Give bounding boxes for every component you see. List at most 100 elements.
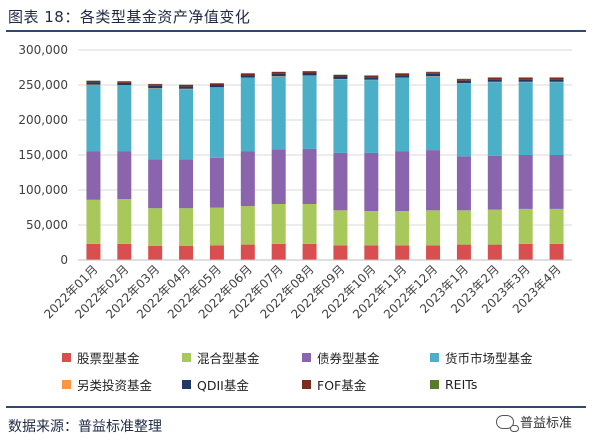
legend-item: QDII基金 bbox=[182, 375, 302, 394]
bar-segment bbox=[240, 151, 255, 207]
bar-segment bbox=[148, 159, 163, 209]
bar-segment bbox=[395, 211, 410, 246]
bar-stack bbox=[302, 71, 317, 260]
bar-segment bbox=[117, 243, 132, 260]
legend-item: REITs bbox=[430, 375, 570, 394]
bar-stack bbox=[240, 73, 255, 260]
bar-segment bbox=[549, 208, 564, 244]
bar-segment bbox=[179, 86, 194, 89]
bar-segment bbox=[86, 85, 101, 152]
legend-swatch bbox=[302, 353, 311, 362]
bar-segment bbox=[302, 71, 317, 73]
bar-segment bbox=[240, 244, 255, 260]
legend-label: 混合型基金 bbox=[197, 351, 260, 366]
legend-item: 混合型基金 bbox=[182, 348, 302, 367]
bar-stack bbox=[86, 80, 101, 260]
legend-swatch bbox=[62, 380, 71, 389]
legend-item: 另类投资基金 bbox=[62, 375, 182, 394]
bar-segment bbox=[395, 151, 410, 211]
bar-segment bbox=[549, 155, 564, 209]
bar-stack bbox=[333, 74, 348, 260]
bar-segment bbox=[240, 73, 255, 76]
bar-stack bbox=[364, 75, 379, 260]
bar-stack bbox=[549, 77, 564, 260]
bar-segment bbox=[117, 81, 132, 83]
legend-label: 货币市场型基金 bbox=[445, 351, 533, 366]
figure-title: 图表 18：各类型基金资产净值变化 bbox=[8, 8, 251, 26]
source-note: 数据来源：普益标准整理 bbox=[8, 419, 162, 435]
bar-segment bbox=[364, 211, 379, 246]
bar-segment bbox=[518, 208, 533, 244]
bar-segment bbox=[395, 245, 410, 260]
legend-item: FOF基金 bbox=[302, 375, 430, 394]
bar-segment bbox=[148, 84, 163, 86]
bar-segment bbox=[86, 199, 101, 244]
wechat-icon bbox=[495, 414, 519, 432]
y-tick-label: 300,000 bbox=[18, 43, 68, 57]
bar-segment bbox=[179, 84, 194, 87]
bar-segment bbox=[395, 78, 410, 152]
bar-segment bbox=[456, 210, 471, 245]
bars bbox=[86, 71, 564, 260]
x-axis-tick-labels: 2022年01月2022年02月2022年03月2022年04月2022年05月… bbox=[41, 262, 563, 321]
y-tick-label: 100,000 bbox=[18, 183, 68, 197]
bar-segment bbox=[426, 72, 441, 74]
y-tick-label: 0 bbox=[60, 253, 68, 267]
bar-segment bbox=[271, 204, 286, 244]
bar-segment bbox=[240, 206, 255, 245]
bar-stack bbox=[395, 73, 410, 260]
bar-segment bbox=[148, 88, 163, 160]
bar-segment bbox=[549, 77, 564, 80]
legend-label: 股票型基金 bbox=[77, 351, 140, 366]
legend-swatch bbox=[302, 380, 311, 389]
y-tick-label: 150,000 bbox=[18, 148, 68, 162]
bar-stack bbox=[209, 83, 224, 260]
bar-segment bbox=[148, 246, 163, 260]
legend-label: REITs bbox=[445, 377, 478, 392]
bar-segment bbox=[302, 243, 317, 260]
bar-segment bbox=[148, 208, 163, 246]
stacked-bar-chart: 0 50,000 100,000 150,000 200,000 250,000 300,0… bbox=[18, 43, 572, 321]
bar-stack bbox=[518, 77, 533, 260]
bar-segment bbox=[209, 207, 224, 246]
bar-segment bbox=[456, 80, 471, 84]
bar-segment bbox=[271, 73, 286, 77]
bar-segment bbox=[549, 243, 564, 260]
bar-stack bbox=[117, 81, 132, 260]
top-rule bbox=[6, 30, 586, 32]
bar-segment bbox=[364, 80, 379, 153]
legend-label: 另类投资基金 bbox=[77, 378, 153, 393]
bar-segment bbox=[487, 79, 502, 82]
legend: 股票型基金 混合型基金 债券型基金 货币市场型基金 另类投资基金 QDII基金 FOF基金 R… bbox=[62, 348, 572, 394]
bar-stack bbox=[179, 84, 194, 260]
bar-segment bbox=[209, 87, 224, 158]
bar-segment bbox=[333, 152, 348, 211]
legend-item: 货币市场型基金 bbox=[430, 348, 570, 367]
bar-segment bbox=[117, 151, 132, 200]
bar-segment bbox=[209, 85, 224, 88]
bar-segment bbox=[179, 246, 194, 260]
legend-swatch bbox=[182, 353, 191, 362]
bar-segment bbox=[518, 79, 533, 82]
bar-segment bbox=[117, 199, 132, 244]
legend-label: QDII基金 bbox=[197, 378, 249, 393]
bar-segment bbox=[117, 85, 132, 152]
bar-segment bbox=[426, 76, 441, 151]
y-tick-label: 50,000 bbox=[26, 218, 68, 232]
legend-swatch bbox=[62, 353, 71, 362]
bar-segment bbox=[487, 77, 502, 80]
bar-segment bbox=[333, 245, 348, 260]
bar-segment bbox=[364, 152, 379, 211]
bar-segment bbox=[209, 245, 224, 260]
bar-segment bbox=[549, 79, 564, 82]
bar-segment bbox=[333, 74, 348, 77]
bar-segment bbox=[179, 208, 194, 246]
bar-segment bbox=[209, 157, 224, 208]
legend-label: FOF基金 bbox=[317, 378, 367, 393]
bar-segment bbox=[302, 75, 317, 149]
y-axis-tick-labels: 0 50,000 100,000 150,000 200,000 250,000 300,0… bbox=[18, 43, 68, 267]
bar-segment bbox=[456, 83, 471, 157]
bar-segment bbox=[364, 75, 379, 78]
bar-segment bbox=[333, 210, 348, 246]
bar-segment bbox=[518, 77, 533, 80]
